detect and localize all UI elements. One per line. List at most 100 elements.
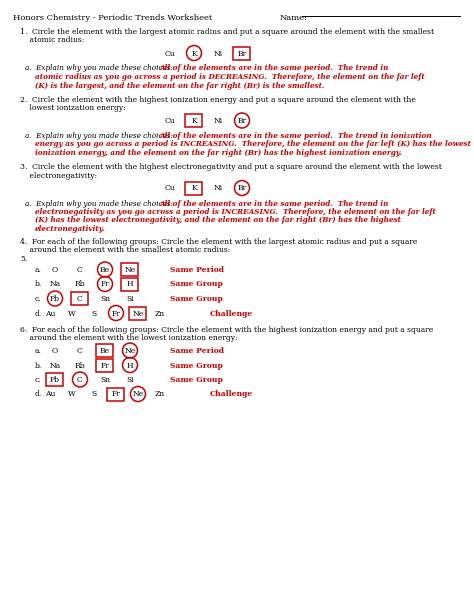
Text: d.: d.	[35, 390, 42, 398]
Bar	[97, 344, 113, 357]
Bar	[108, 387, 125, 400]
Text: a.  Explain why you made these choices:: a. Explain why you made these choices:	[25, 199, 175, 207]
Text: Au: Au	[45, 390, 55, 398]
Text: lowest ionization energy:: lowest ionization energy:	[20, 104, 126, 112]
Text: All of the elements are in the same period.  The trend in: All of the elements are in the same peri…	[160, 64, 389, 72]
Text: C: C	[77, 376, 83, 384]
Text: H: H	[127, 362, 133, 370]
Text: ionization energy, and the element on the far right (Br) has the highest ionizat: ionization energy, and the element on th…	[35, 149, 402, 157]
Text: C: C	[77, 347, 83, 355]
Text: Ni: Ni	[213, 117, 223, 125]
Text: Ni: Ni	[213, 185, 223, 192]
Text: Fr: Fr	[100, 362, 109, 370]
Bar	[185, 181, 202, 194]
Text: W: W	[68, 310, 76, 318]
Bar	[185, 114, 202, 127]
Text: b.: b.	[35, 281, 42, 289]
Text: Br: Br	[237, 185, 246, 192]
Text: Fr: Fr	[111, 310, 120, 318]
Text: Cu: Cu	[164, 117, 175, 125]
Text: Ni: Ni	[213, 50, 223, 58]
Text: Sn: Sn	[100, 295, 110, 303]
Text: Challenge: Challenge	[210, 310, 253, 318]
Bar	[129, 306, 146, 319]
Text: K: K	[191, 185, 197, 192]
Text: 1.  Circle the element with the largest atomic radius and put a square around th: 1. Circle the element with the largest a…	[20, 28, 434, 36]
Text: K: K	[191, 50, 197, 58]
Text: Zn: Zn	[155, 310, 165, 318]
Text: around the element with the lowest ionization energy:: around the element with the lowest ioniz…	[20, 334, 237, 342]
Text: electronegativity as you go across a period is INCREASING.  Therefore, the eleme: electronegativity as you go across a per…	[35, 208, 436, 216]
Bar	[72, 292, 89, 305]
Text: atomic radius as you go across a period is DECREASING.  Therefore, the element o: atomic radius as you go across a period …	[35, 73, 425, 81]
Text: Pb: Pb	[50, 295, 60, 303]
Text: d.: d.	[35, 310, 42, 318]
Text: Same Period: Same Period	[170, 266, 224, 274]
Text: a.  Explain why you made these choices:: a. Explain why you made these choices:	[25, 64, 175, 72]
Text: Na: Na	[49, 281, 61, 289]
Bar	[121, 263, 138, 276]
Text: Name:: Name:	[280, 14, 308, 22]
Text: electronegativity:: electronegativity:	[20, 172, 97, 180]
Text: Si: Si	[126, 295, 134, 303]
Text: Au: Au	[45, 310, 55, 318]
Text: c.: c.	[35, 295, 42, 303]
Text: around the element with the smallest atomic radius:: around the element with the smallest ato…	[20, 246, 230, 254]
Bar	[97, 359, 113, 371]
Text: Sn: Sn	[100, 376, 110, 384]
Text: c.: c.	[35, 376, 42, 384]
Text: Honors Chemistry - Periodic Trends Worksheet: Honors Chemistry - Periodic Trends Works…	[13, 14, 212, 22]
Text: Ne: Ne	[124, 347, 136, 355]
Text: Fr: Fr	[111, 390, 120, 398]
Bar	[121, 278, 138, 291]
Text: Ne: Ne	[132, 310, 144, 318]
Text: All of the elements are in the same period.  The trend in: All of the elements are in the same peri…	[160, 199, 389, 207]
Text: Fr: Fr	[100, 281, 109, 289]
Text: Same Group: Same Group	[170, 281, 223, 289]
Text: b.: b.	[35, 362, 42, 370]
Text: All of the elements are in the same period.  The trend in ionization: All of the elements are in the same peri…	[160, 132, 433, 140]
Text: Rb: Rb	[75, 362, 85, 370]
Text: 2.  Circle the element with the highest ionization energy and put a square aroun: 2. Circle the element with the highest i…	[20, 96, 416, 104]
Text: O: O	[52, 347, 58, 355]
Text: Br: Br	[237, 117, 246, 125]
Text: (K) is the largest, and the element on the far right (Br) is the smallest.: (K) is the largest, and the element on t…	[35, 82, 325, 89]
Text: Zn: Zn	[155, 390, 165, 398]
Text: atomic radius:: atomic radius:	[20, 37, 84, 45]
Text: 4.  For each of the following groups: Circle the element with the largest atomic: 4. For each of the following groups: Cir…	[20, 238, 418, 246]
Text: a.  Explain why you made these choices:: a. Explain why you made these choices:	[25, 132, 175, 140]
Bar	[234, 47, 250, 59]
Text: C: C	[77, 295, 83, 303]
Text: a.: a.	[35, 347, 42, 355]
Text: Same Period: Same Period	[170, 347, 224, 355]
Text: H: H	[127, 281, 133, 289]
Text: Ne: Ne	[124, 266, 136, 274]
Text: Pb: Pb	[50, 376, 60, 384]
Text: 6.  For each of the following groups: Circle the element with the highest ioniza: 6. For each of the following groups: Cir…	[20, 326, 433, 333]
Text: Be: Be	[100, 266, 110, 274]
Text: a.: a.	[35, 266, 42, 274]
Text: Cu: Cu	[164, 185, 175, 192]
Text: Challenge: Challenge	[210, 390, 253, 398]
Text: Same Group: Same Group	[170, 295, 223, 303]
Text: Br: Br	[237, 50, 246, 58]
Text: O: O	[52, 266, 58, 274]
Text: (K) has the lowest electronegativity, and the element on the far right (Br) has : (K) has the lowest electronegativity, an…	[35, 216, 401, 224]
Text: K: K	[191, 117, 197, 125]
Text: Be: Be	[100, 347, 110, 355]
Text: Same Group: Same Group	[170, 376, 223, 384]
Text: W: W	[68, 390, 76, 398]
Text: S: S	[91, 390, 97, 398]
Text: electronegativity.: electronegativity.	[35, 225, 106, 233]
Text: Rb: Rb	[75, 281, 85, 289]
Text: Si: Si	[126, 376, 134, 384]
Text: Same Group: Same Group	[170, 362, 223, 370]
Text: C: C	[77, 266, 83, 274]
Text: 3.  Circle the element with the highest electronegativity and put a square aroun: 3. Circle the element with the highest e…	[20, 163, 442, 171]
Text: Cu: Cu	[164, 50, 175, 58]
Text: S: S	[91, 310, 97, 318]
Text: energy as you go across a period is INCREASING.  Therefore, the element on the f: energy as you go across a period is INCR…	[35, 140, 471, 148]
Text: 5.: 5.	[20, 255, 27, 263]
Text: Ne: Ne	[132, 390, 144, 398]
Bar	[46, 373, 64, 386]
